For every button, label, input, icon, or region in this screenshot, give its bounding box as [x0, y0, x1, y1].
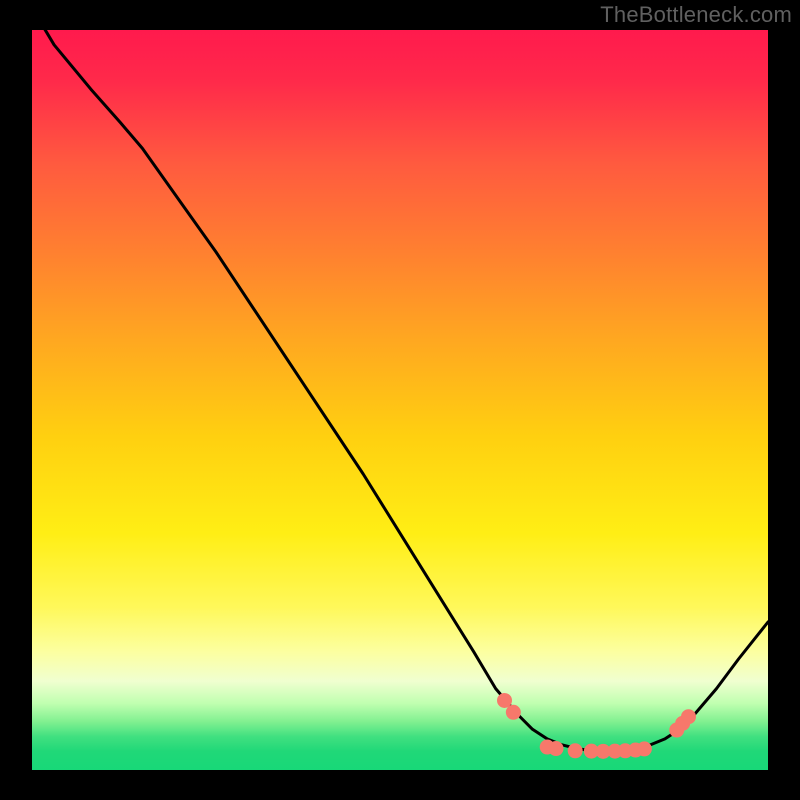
data-marker [568, 744, 582, 758]
data-marker [498, 693, 512, 707]
data-marker [682, 710, 696, 724]
plot-area [32, 30, 768, 770]
watermark-text: TheBottleneck.com [600, 2, 792, 28]
chart-container: TheBottleneck.com [0, 0, 800, 800]
data-marker [549, 742, 563, 756]
bottleneck-curve [32, 8, 768, 752]
data-marker [637, 742, 651, 756]
data-marker [506, 705, 520, 719]
chart-svg [32, 30, 768, 770]
